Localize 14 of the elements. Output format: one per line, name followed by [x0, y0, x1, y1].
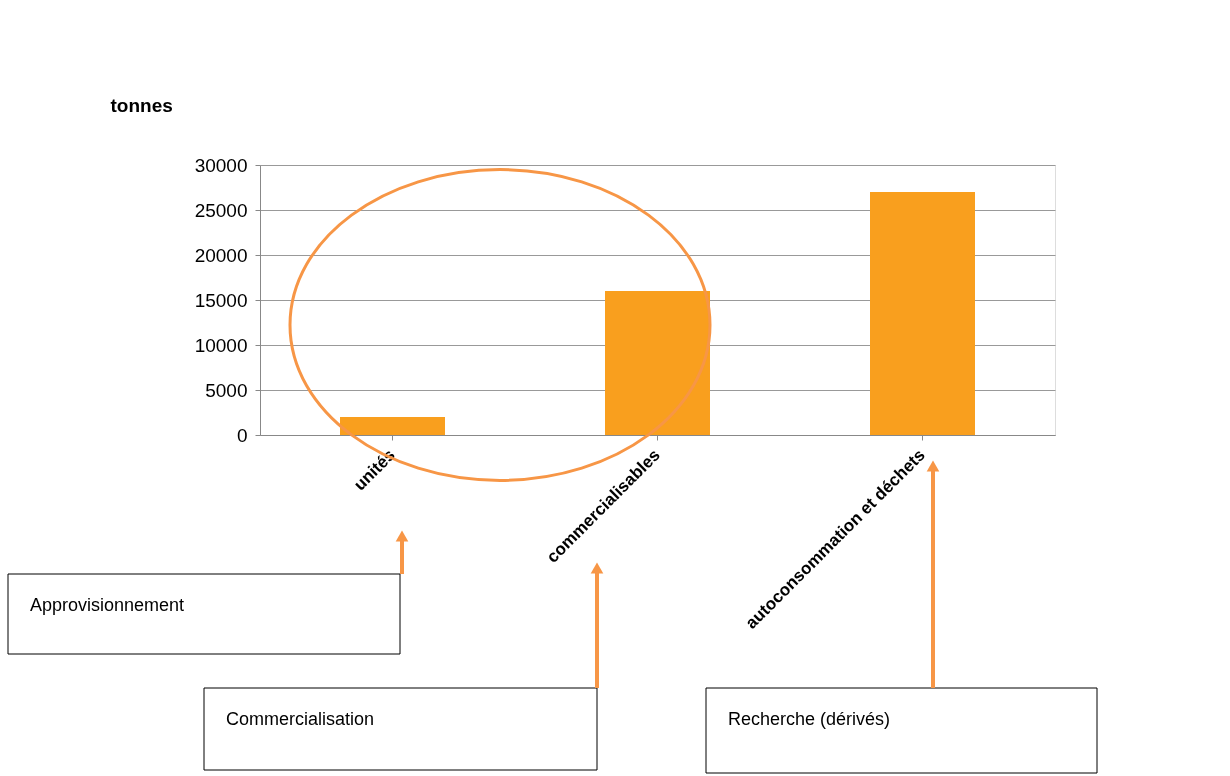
- y-tick-label: 25000: [194, 199, 248, 221]
- bar: [870, 192, 975, 435]
- bar: [340, 417, 445, 435]
- text: Recherche (dérivés): [728, 709, 891, 729]
- y-tick-label: 0: [236, 424, 248, 446]
- text: Approvisionnement: [30, 595, 185, 615]
- y-tick-label: 30000: [194, 154, 248, 176]
- text: Commercialisation: [226, 709, 375, 729]
- y-tick-label: 15000: [194, 289, 248, 311]
- y-tick-label: 10000: [194, 334, 248, 356]
- y-tick-label: 5000: [205, 379, 248, 401]
- y-tick-label: 20000: [194, 244, 248, 266]
- bar: [605, 291, 710, 435]
- y-axis-title: tonnes: [110, 94, 173, 116]
